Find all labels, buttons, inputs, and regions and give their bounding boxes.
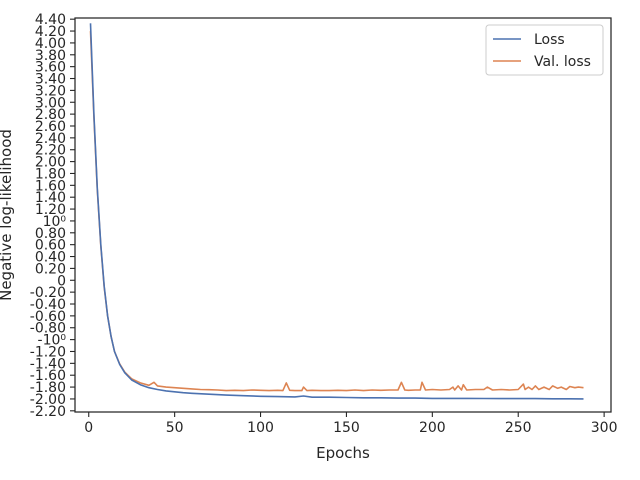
- legend: Loss Val. loss: [485, 24, 604, 76]
- plot-frame: [74, 17, 612, 413]
- y-tick-label: 0.40: [35, 250, 66, 266]
- y-tick-label: 3.80: [35, 48, 66, 64]
- y-tick-label: -0.80: [30, 321, 66, 337]
- y-tick-label: -1.20: [30, 344, 66, 360]
- y-tick-label: 3.40: [35, 72, 66, 88]
- series-line-val-loss: [89, 31, 584, 392]
- y-tick-label: 1.80: [35, 166, 66, 182]
- y-tick-label: -2.00: [30, 392, 66, 408]
- y-tick-label: -0.40: [30, 297, 66, 313]
- y-axis: 4.404.204.003.803.603.403.203.002.802.60…: [30, 12, 75, 420]
- y-tick-label: 3.60: [35, 60, 66, 76]
- y-tick-label: 2.20: [35, 143, 66, 159]
- y-tick-label: 1.40: [35, 190, 66, 206]
- y-tick-label: 10⁰: [43, 214, 67, 230]
- x-tick-label: 300: [591, 420, 618, 436]
- y-tick-label: -1.60: [30, 368, 66, 384]
- y-tick-label: -0.20: [30, 285, 66, 301]
- x-tick-label: 200: [419, 420, 446, 436]
- y-tick-label: 4.40: [35, 12, 66, 28]
- x-tick-label: 50: [166, 420, 184, 436]
- y-tick-label: 3.20: [35, 83, 66, 99]
- y-tick-label: 4.20: [35, 24, 66, 40]
- x-tick-label: 250: [505, 420, 532, 436]
- x-tick-label: 100: [247, 420, 274, 436]
- y-tick-label: -2.20: [30, 404, 66, 420]
- y-tick-label: 2.40: [35, 131, 66, 147]
- y-tick-label: 3.00: [35, 95, 66, 111]
- y-tick-label: 1.20: [35, 202, 66, 218]
- x-tick-label: 150: [333, 420, 360, 436]
- y-tick-label: 2.00: [35, 155, 66, 171]
- plot-lines: [89, 23, 584, 400]
- y-tick-label: 0: [57, 273, 66, 289]
- y-tick-label: -0.60: [30, 309, 66, 325]
- y-tick-label: 0.60: [35, 238, 66, 254]
- y-tick-label: -10⁰: [38, 333, 67, 349]
- y-tick-label: 4.00: [35, 36, 66, 52]
- y-tick-label: 1.60: [35, 178, 66, 194]
- legend-label-loss: Loss: [534, 32, 565, 48]
- y-tick-label: 2.60: [35, 119, 66, 135]
- y-tick-label: 0.20: [35, 261, 66, 277]
- legend-box: [485, 24, 604, 76]
- y-tick-label: 0.80: [35, 226, 66, 242]
- y-tick-label: -1.80: [30, 380, 66, 396]
- legend-label-val-loss: Val. loss: [534, 54, 591, 70]
- y-tick-label: 2.80: [35, 107, 66, 123]
- x-axis: 0 50 100 150 200 250 300: [84, 412, 617, 436]
- y-tick-label: -1.40: [30, 356, 66, 372]
- y-axis-label: Negative log-likelihood: [0, 129, 15, 301]
- series-line-loss: [89, 23, 584, 400]
- x-axis-label: Epochs: [316, 444, 370, 462]
- x-tick-label: 0: [84, 420, 93, 436]
